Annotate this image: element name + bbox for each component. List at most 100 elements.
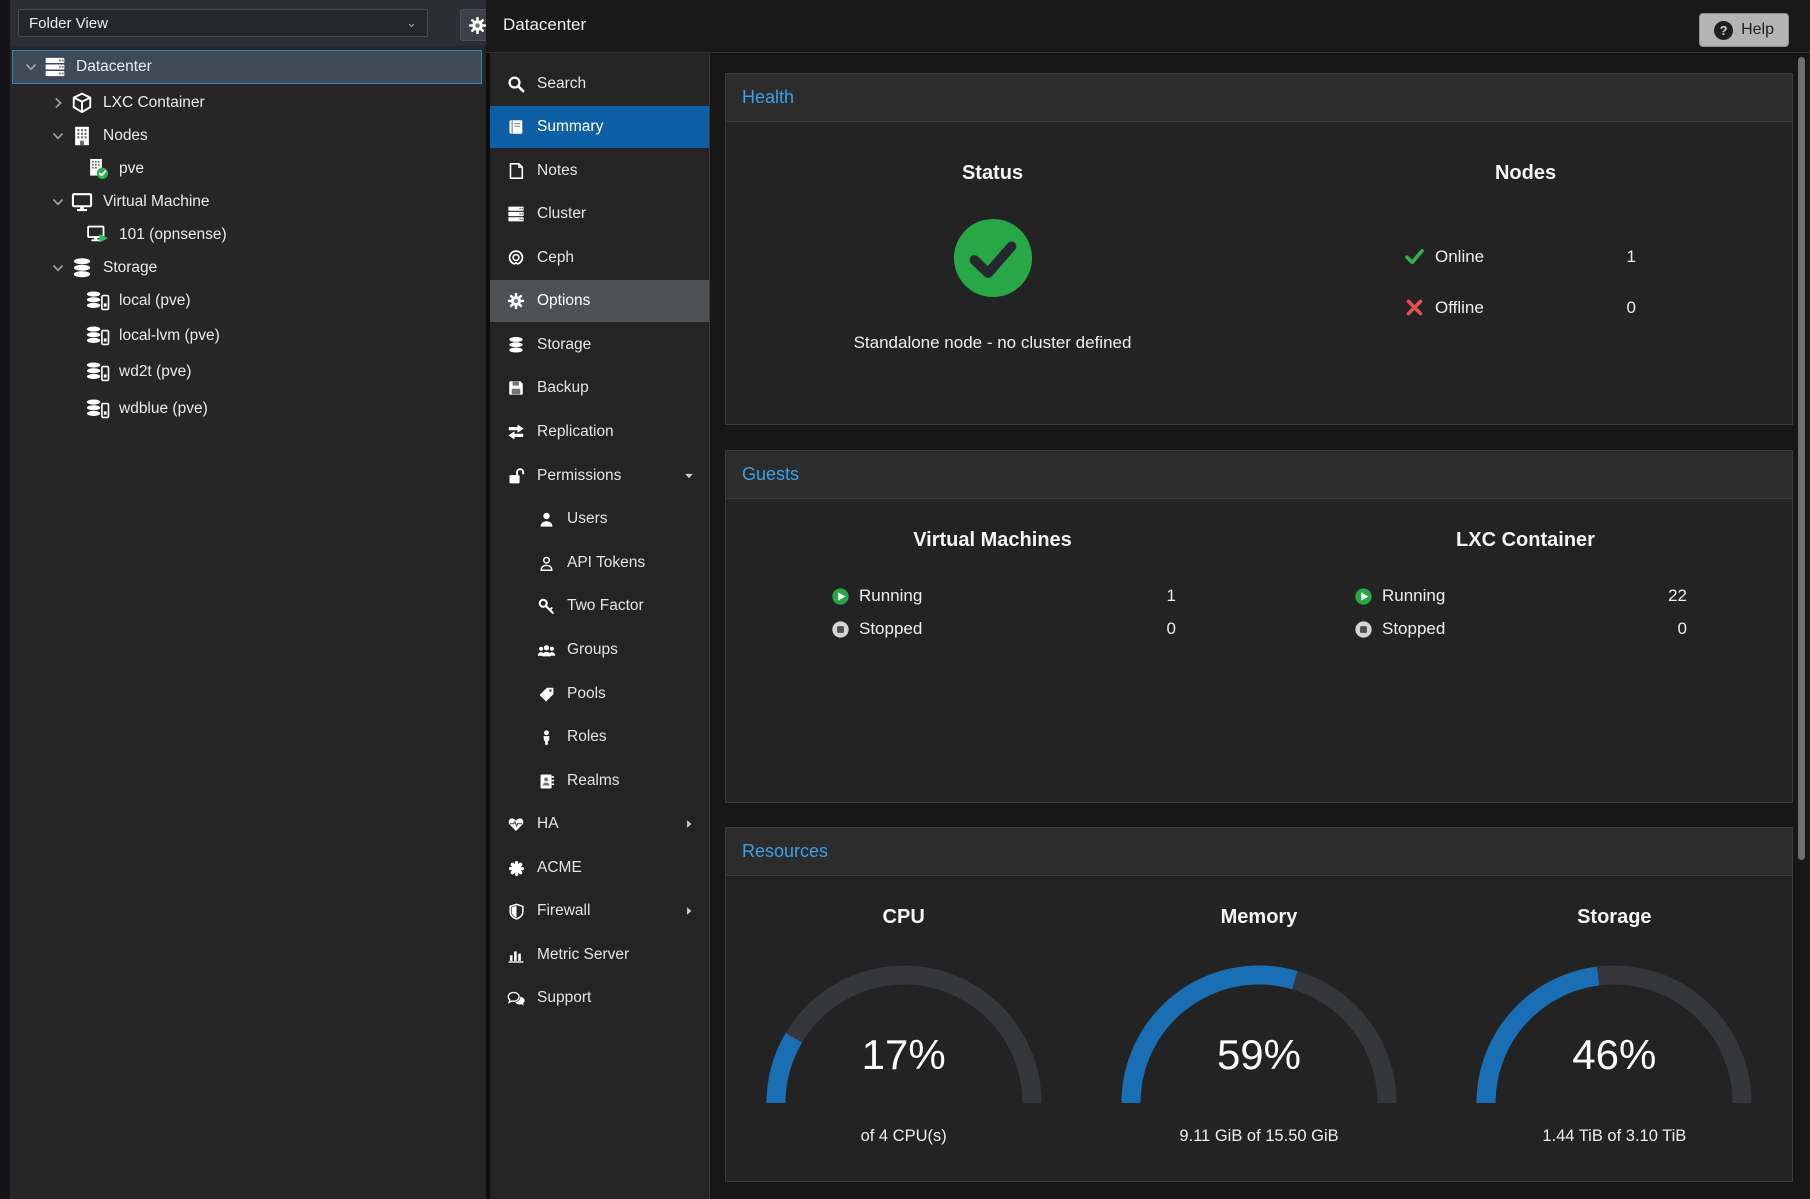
- tree-item-label: local-lvm (pve): [119, 327, 220, 344]
- storage-percent: 46%: [1572, 1031, 1657, 1078]
- chevron-down-icon[interactable]: [50, 260, 66, 276]
- tree-item-nodes[interactable]: Nodes: [12, 119, 482, 153]
- tree-item-storage[interactable]: Storage: [12, 251, 482, 285]
- memory-heading: Memory: [1220, 906, 1298, 928]
- nav-item-summary[interactable]: Summary: [490, 106, 709, 148]
- nav-item-label: ACME: [537, 859, 582, 876]
- nav-item-metric-server[interactable]: Metric Server: [490, 934, 709, 976]
- database-icon: [504, 335, 528, 355]
- health-panel: Health Status Standalone node - no clust…: [725, 73, 1793, 425]
- nav-item-api-tokens[interactable]: API Tokens: [490, 542, 709, 584]
- tree-item-label: Virtual Machine: [103, 193, 210, 210]
- nav-item-label: Summary: [537, 118, 604, 135]
- users-group-icon: [534, 640, 558, 660]
- page-title: Datacenter: [503, 15, 587, 34]
- nav-item-groups[interactable]: Groups: [490, 629, 709, 671]
- building-check-icon: [86, 158, 110, 180]
- book-icon: [504, 117, 528, 137]
- nav-item-acme[interactable]: ACME: [490, 847, 709, 889]
- vm-running-row: Running 1: [831, 583, 1176, 609]
- nav-item-realms[interactable]: Realms: [490, 760, 709, 802]
- chevron-down-icon[interactable]: [50, 128, 66, 144]
- database-icon: [70, 257, 94, 279]
- stop-circle-icon: [1354, 620, 1373, 639]
- tree-item-pve[interactable]: pve: [12, 152, 482, 186]
- lxc-running-value: 22: [1668, 586, 1687, 605]
- user-outline-icon: [534, 553, 558, 573]
- tree-item-storage-local[interactable]: local (pve): [12, 284, 482, 318]
- database-drive-icon: [86, 398, 110, 420]
- panel-splitter[interactable]: [486, 0, 490, 1199]
- nav-item-storage[interactable]: Storage: [490, 324, 709, 366]
- tree-item-datacenter[interactable]: Datacenter: [12, 50, 482, 84]
- nav-item-firewall[interactable]: Firewall: [490, 890, 709, 932]
- nav-item-permissions[interactable]: Permissions: [490, 455, 709, 497]
- tree-item-lxc-container[interactable]: LXC Container: [12, 86, 482, 120]
- question-circle-icon: ?: [1714, 20, 1734, 40]
- vertical-scrollbar[interactable]: [1798, 57, 1805, 860]
- resource-tree: Datacenter LXC Container Nodes pve Virtu…: [10, 46, 486, 1199]
- tree-item-vm-101[interactable]: 101 (opnsense): [12, 218, 482, 252]
- triangle-down-icon: [683, 470, 695, 482]
- memory-gauge: Memory 59% 9.11 GiB of 15.50 GiB: [1081, 876, 1436, 1181]
- nodes-offline-label: Offline: [1435, 297, 1484, 317]
- nav-item-users[interactable]: Users: [490, 498, 709, 540]
- tree-item-label: Datacenter: [76, 58, 152, 75]
- tree-item-storage-local-lvm[interactable]: local-lvm (pve): [12, 319, 482, 353]
- cpu-percent: 17%: [861, 1031, 946, 1078]
- nav-item-two-factor[interactable]: Two Factor: [490, 585, 709, 627]
- chevron-down-icon[interactable]: [50, 194, 66, 210]
- help-button[interactable]: ? Help: [1699, 13, 1789, 47]
- lock-open-icon: [504, 466, 528, 486]
- chevron-down-icon[interactable]: [23, 59, 39, 75]
- nav-item-backup[interactable]: Backup: [490, 367, 709, 409]
- nav-item-ha[interactable]: HA: [490, 803, 709, 845]
- tree-item-virtual-machine[interactable]: Virtual Machine: [12, 185, 482, 219]
- tree-item-label: wdblue (pve): [119, 400, 208, 417]
- gear-icon: [468, 16, 487, 35]
- nav-item-replication[interactable]: Replication: [490, 411, 709, 453]
- nav-item-support[interactable]: Support: [490, 977, 709, 1019]
- memory-subtext: 9.11 GiB of 15.50 GiB: [1179, 1127, 1339, 1145]
- nodes-offline-row: Offline 0: [1404, 291, 1636, 324]
- triangle-right-icon: [683, 818, 695, 830]
- tree-toolbar: Folder View ⌄: [10, 0, 495, 46]
- lxc-stopped-label: Stopped: [1382, 619, 1446, 638]
- tree-item-storage-wdblue[interactable]: wdblue (pve): [12, 392, 482, 426]
- vm-stopped-label: Stopped: [859, 619, 923, 638]
- lxc-rows: Running 22 Stopped 0: [1354, 583, 1687, 642]
- lxc-stopped-row: Stopped 0: [1354, 616, 1687, 642]
- gear-icon: [504, 291, 528, 311]
- cube-icon: [70, 92, 94, 114]
- tree-item-label: local (pve): [119, 292, 191, 309]
- status-message: Standalone node - no cluster defined: [853, 333, 1132, 352]
- nav-item-label: HA: [537, 815, 559, 832]
- cpu-gauge-arc: 17%: [759, 953, 1049, 1111]
- nav-item-cluster[interactable]: Cluster: [490, 193, 709, 235]
- cpu-subtext: of 4 CPU(s): [860, 1127, 947, 1145]
- nav-item-search[interactable]: Search: [490, 63, 709, 105]
- nav-item-label: Ceph: [537, 249, 575, 266]
- note-icon: [504, 161, 528, 181]
- nav-item-label: API Tokens: [567, 554, 646, 571]
- nodes-offline-value: 0: [1626, 297, 1636, 317]
- chevron-right-icon[interactable]: [50, 95, 66, 111]
- nav-item-pools[interactable]: Pools: [490, 673, 709, 715]
- resources-body: CPU 17% of 4 CPU(s) Memory: [726, 876, 1792, 1181]
- shield-icon: [504, 901, 528, 921]
- nav-item-notes[interactable]: Notes: [490, 150, 709, 192]
- nav-item-label: Options: [537, 292, 591, 309]
- cpu-gauge: CPU 17% of 4 CPU(s): [726, 876, 1081, 1181]
- nav-item-roles[interactable]: Roles: [490, 716, 709, 758]
- nav-item-label: Two Factor: [567, 597, 644, 614]
- nav-item-options[interactable]: Options: [490, 280, 709, 322]
- view-mode-select[interactable]: Folder View ⌄: [18, 9, 428, 37]
- guests-panel: Guests Virtual Machines Running 1 Stoppe…: [725, 450, 1793, 803]
- tree-item-label: wd2t (pve): [119, 363, 192, 380]
- help-button-label: Help: [1741, 21, 1774, 38]
- tree-item-storage-wd2t[interactable]: wd2t (pve): [12, 355, 482, 389]
- nav-item-ceph[interactable]: Ceph: [490, 237, 709, 279]
- nav-item-label: Backup: [537, 379, 589, 396]
- replication-arrows-icon: [504, 422, 528, 442]
- nav-item-label: Metric Server: [537, 946, 630, 963]
